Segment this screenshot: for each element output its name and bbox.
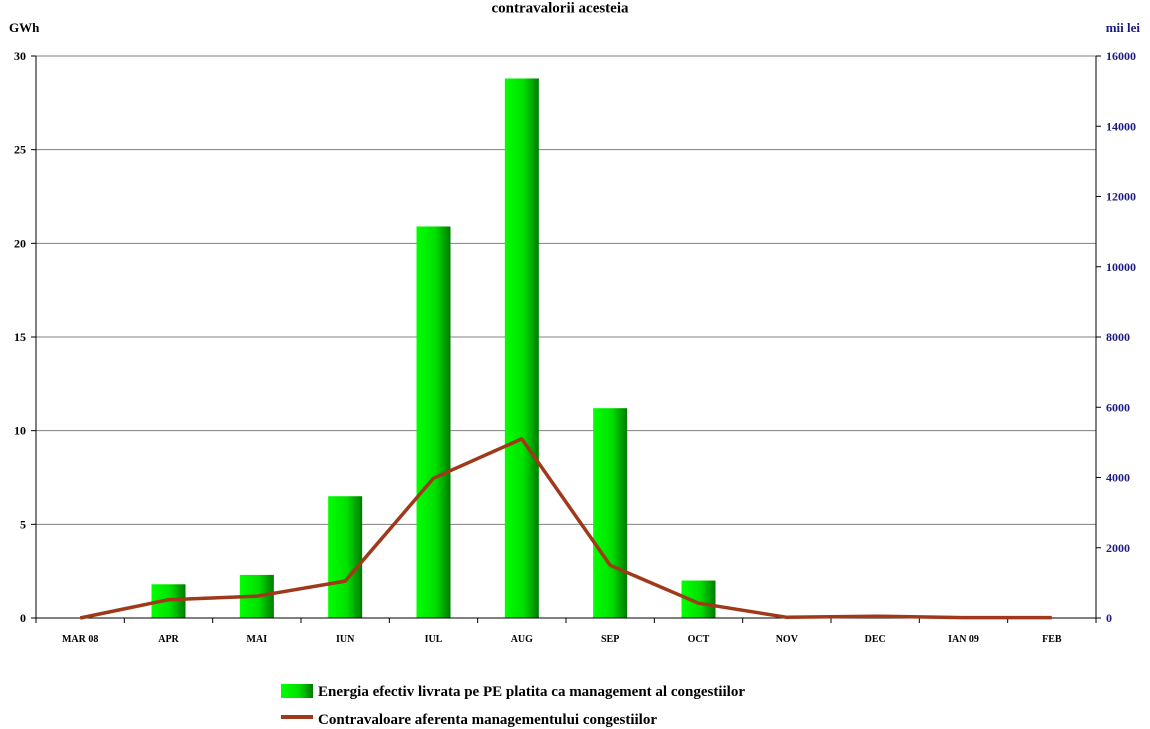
x-tick-label: FEB [1042, 634, 1062, 645]
x-tick-label: DEC [865, 634, 886, 645]
x-tick-label: AUG [511, 634, 533, 645]
right-tick-label: 0 [1106, 611, 1112, 625]
x-tick-label: NOV [776, 634, 799, 645]
x-tick-label: MAI [247, 634, 268, 645]
x-tick-label: MAR 08 [62, 634, 98, 645]
x-tick-label: IUN [336, 634, 355, 645]
right-tick-label: 4000 [1106, 471, 1130, 485]
bar-aug [504, 78, 539, 619]
right-tick-label: 16000 [1106, 49, 1136, 63]
right-tick-label: 14000 [1106, 119, 1136, 133]
legend: Energia efectiv livrata pe PE platita ca… [281, 684, 745, 728]
right-tick-label: 12000 [1106, 190, 1136, 204]
x-tick-label: SEP [601, 634, 619, 645]
line-series [79, 437, 1052, 620]
bar-sep [593, 408, 628, 618]
chart-title: contravalorii acesteia [491, 1, 629, 17]
axes [31, 55, 1101, 623]
left-tick-label: 20 [14, 236, 26, 250]
x-tick-label: IAN 09 [948, 634, 979, 645]
right-tick-label: 6000 [1106, 400, 1130, 414]
legend-label-energia: Energia efectiv livrata pe PE platita ca… [318, 684, 745, 700]
left-tick-label: 30 [14, 49, 26, 63]
right-tick-label: 8000 [1106, 330, 1130, 344]
left-tick-label: 5 [20, 517, 26, 531]
bar-series [151, 78, 716, 619]
tick-labels: 0 5 10 15 20 25 30 0 2000 4000 6000 8000 10000 12000 1… [14, 49, 1136, 645]
left-tick-label: 0 [20, 611, 26, 625]
right-tick-label: 2000 [1106, 541, 1130, 555]
left-tick-label: 15 [14, 330, 26, 344]
line-contravaloare [79, 437, 1052, 620]
legend-swatch-bar [281, 684, 313, 698]
left-tick-label: 10 [14, 424, 26, 438]
right-axis-unit-label: mii lei [1106, 20, 1141, 35]
left-axis-unit-label: GWh [9, 20, 40, 35]
legend-label-contravaloare: Contravaloare aferenta managementului co… [318, 712, 657, 728]
x-tick-label: OCT [688, 634, 710, 645]
right-tick-label: 10000 [1106, 260, 1136, 274]
gridlines [36, 55, 1096, 525]
x-tick-label: APR [158, 634, 179, 645]
x-tick-label: IUL [425, 634, 443, 645]
bar-iun [328, 496, 363, 618]
bar-iul [416, 226, 451, 618]
left-tick-label: 25 [14, 143, 26, 157]
